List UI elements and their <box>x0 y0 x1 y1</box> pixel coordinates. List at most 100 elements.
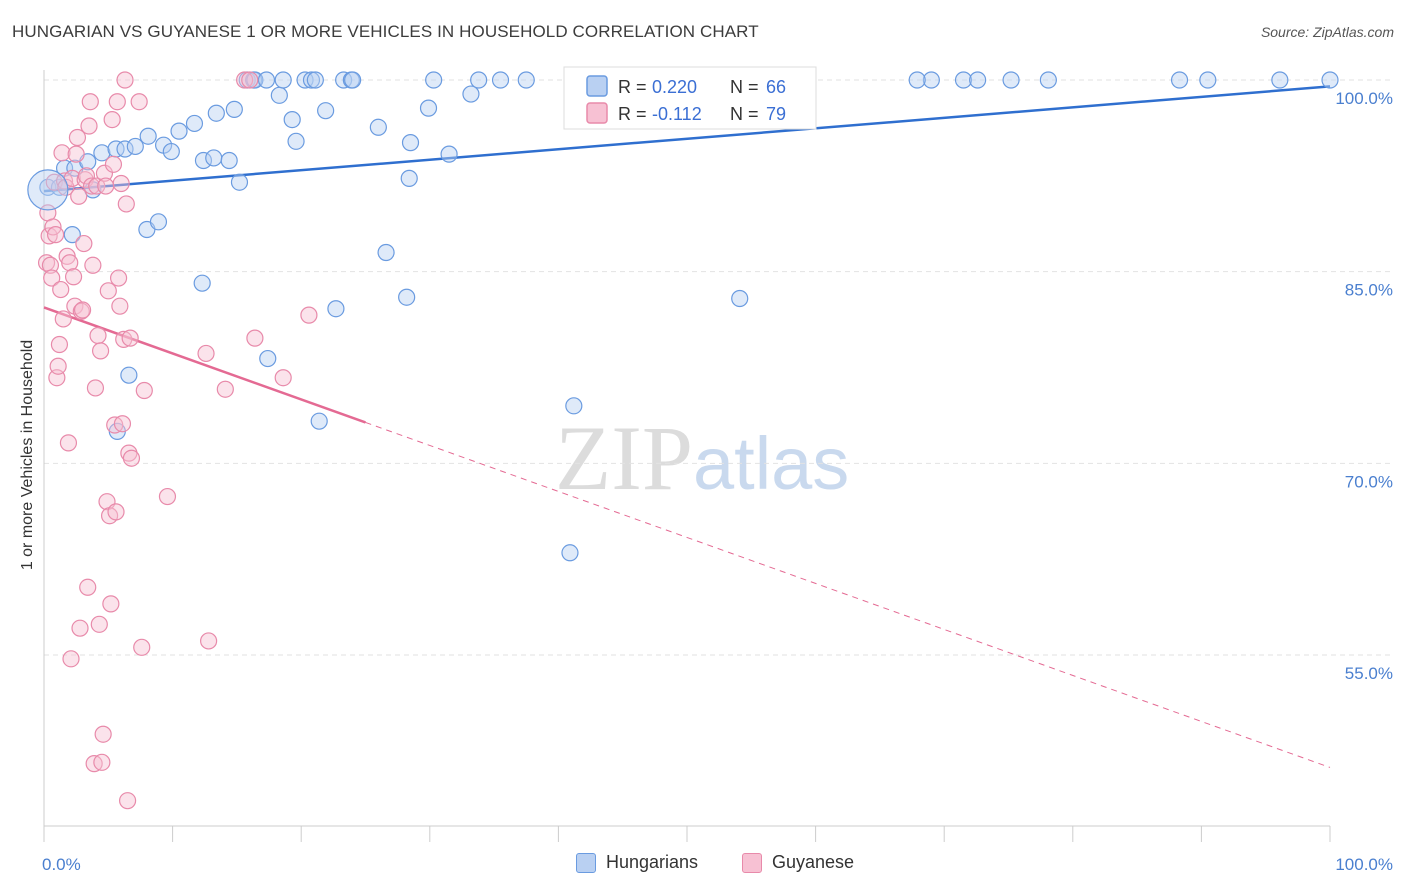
watermark: ZIPatlas <box>555 405 849 511</box>
hungarians-trend-line <box>43 85 1331 193</box>
legend-label-hungarians: Hungarians <box>606 852 699 872</box>
guyanese-point <box>236 71 254 89</box>
y-tick-label: 70.0% <box>1345 472 1393 491</box>
hungarians-point <box>63 226 81 244</box>
legend-item-guyanese[interactable]: Guyanese <box>742 852 854 873</box>
hungarians-point <box>922 71 940 89</box>
y-tick-label: 100.0% <box>1335 89 1393 108</box>
guyanese-point <box>108 93 126 111</box>
hungarians-point <box>954 71 973 89</box>
data-points <box>27 71 1339 810</box>
guyanese-point <box>113 415 132 433</box>
y-tick-label: 85.0% <box>1345 281 1393 300</box>
hungarians-point <box>462 85 480 103</box>
hungarians-point <box>207 104 225 122</box>
guyanese-point <box>88 177 106 195</box>
guyanese-point <box>107 503 125 521</box>
guyanese-point <box>54 310 72 328</box>
guyanese-point <box>246 329 264 347</box>
guyanese-point <box>80 117 98 135</box>
guyanese-point <box>102 595 120 613</box>
hungarians-point <box>344 71 362 89</box>
guyanese-point <box>70 187 88 205</box>
guyanese-point <box>116 71 134 89</box>
guyanese-point <box>68 128 87 147</box>
guyanese-point <box>81 93 99 111</box>
hungarians-point <box>283 111 301 129</box>
guyanese-point <box>97 177 115 195</box>
hungarians-point <box>317 102 335 120</box>
hungarians-point <box>517 71 535 89</box>
hungarians-point <box>257 71 276 89</box>
guyanese-point <box>93 753 111 771</box>
hungarians-point <box>220 151 238 170</box>
hungarians-point <box>306 71 324 89</box>
guyanese-point <box>82 177 101 195</box>
hungarians-point <box>126 137 144 156</box>
legend-r-label: R = <box>618 104 647 124</box>
guyanese-point <box>274 369 292 387</box>
hungarians-point <box>327 300 345 318</box>
legend-n-value: 66 <box>766 77 786 97</box>
guyanese-point <box>158 487 177 506</box>
guyanese-point <box>112 174 130 193</box>
hungarians-point <box>185 114 204 133</box>
hungarians-swatch <box>576 852 596 873</box>
hungarians-point <box>139 127 157 145</box>
hungarians-point <box>259 349 277 368</box>
hungarians-point <box>908 71 926 89</box>
guyanese-point <box>94 725 112 743</box>
hungarians-point <box>225 100 243 118</box>
guyanese-point <box>61 254 79 272</box>
guyanese-point <box>84 256 102 274</box>
hungarians-point <box>230 173 249 191</box>
hungarians-point <box>969 71 987 89</box>
guyanese-point <box>43 269 61 287</box>
gridlines <box>44 79 1392 656</box>
hungarians-point <box>419 99 438 117</box>
legend-item-hungarians[interactable]: Hungarians <box>576 852 698 873</box>
guyanese-point <box>130 93 148 111</box>
hungarians-point <box>1271 71 1289 89</box>
guyanese-point <box>103 111 121 129</box>
hungarians-point <box>1039 71 1057 89</box>
source-label: Source: ZipAtlas.com <box>1260 24 1394 40</box>
hungarians-point <box>170 122 188 140</box>
chart-title: HUNGARIAN VS GUYANESE 1 OR MORE VEHICLES… <box>12 22 759 41</box>
guyanese-point <box>52 280 70 299</box>
guyanese-point <box>64 268 83 286</box>
guyanese-point <box>197 344 215 363</box>
hungarians-point <box>440 145 458 163</box>
hungarians-point <box>162 142 180 161</box>
hungarians-point <box>310 412 328 430</box>
guyanese-point <box>46 226 65 244</box>
bottom-legend: Hungarians Guyanese <box>0 852 1406 878</box>
guyanese-point <box>67 145 85 163</box>
y-tick-labels: 55.0% 70.0% 85.0% 100.0% <box>1335 89 1393 683</box>
guyanese-point <box>122 449 141 467</box>
guyanese-point <box>241 71 259 89</box>
watermark-zip: ZIP <box>555 407 693 509</box>
hungarians-point <box>193 274 211 292</box>
guyanese-point <box>75 234 93 253</box>
hungarians-point <box>470 71 488 89</box>
hungarians-point <box>400 169 418 187</box>
hungarians-cluster-point <box>27 169 69 211</box>
guyanese-point <box>86 379 105 397</box>
hungarians-point <box>425 71 443 89</box>
guyanese-point <box>71 619 89 637</box>
x-tick-label-end: 100.0% <box>1335 855 1393 874</box>
hungarians-point <box>1199 71 1217 89</box>
x-tick-labels: 0.0% 100.0% <box>42 855 1393 874</box>
guyanese-trend-extension <box>365 421 1331 768</box>
hungarians-point <box>731 289 749 308</box>
guyanese-point <box>59 434 78 452</box>
guyanese-point <box>111 297 129 315</box>
hungarians-point <box>194 151 213 170</box>
guyanese-point <box>73 301 92 319</box>
x-tick-label-start: 0.0% <box>42 855 81 874</box>
hungarians-point <box>561 544 579 562</box>
hungarians-point <box>377 243 395 262</box>
hungarians-point <box>401 134 420 152</box>
